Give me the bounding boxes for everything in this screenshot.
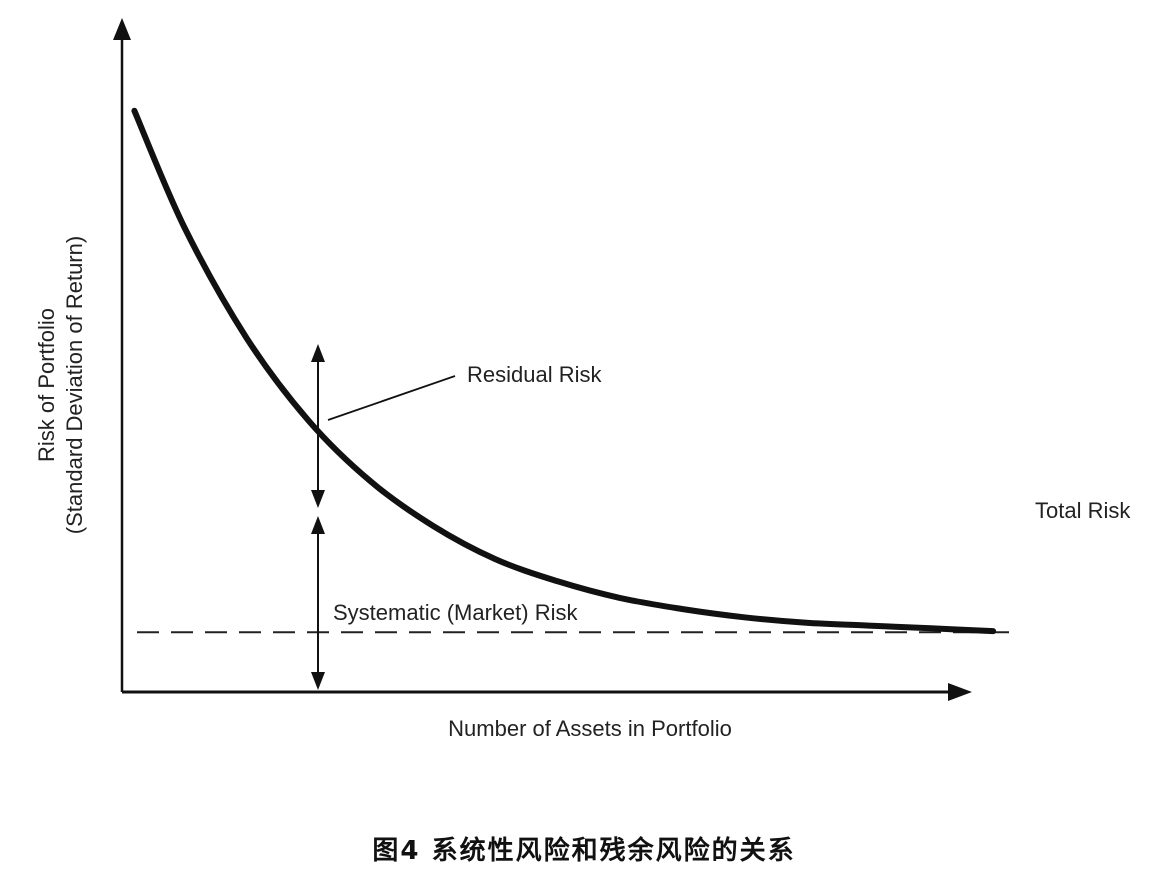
total-risk-curve <box>131 107 997 635</box>
systematic-risk-arrow <box>311 516 325 690</box>
risk-chart: Risk of Portfolio (Standard Deviation of… <box>34 18 1131 741</box>
y-axis-label-line2: (Standard Deviation of Return) <box>62 236 87 534</box>
y-axis-arrowhead <box>113 18 131 40</box>
y-axis-label-line1: Risk of Portfolio <box>34 308 59 462</box>
total-risk-label: Total Risk <box>1035 498 1131 523</box>
x-axis-arrowhead <box>948 683 972 701</box>
x-axis-label: Number of Assets in Portfolio <box>448 716 732 741</box>
figure-caption: 图4 系统性风险和残余风险的关系 <box>372 836 796 866</box>
systematic-risk-label: Systematic (Market) Risk <box>333 600 578 625</box>
residual-risk-leader <box>327 375 456 421</box>
residual-risk-arrow <box>311 344 325 508</box>
residual-risk-label: Residual Risk <box>467 362 602 387</box>
y-axis-label: Risk of Portfolio (Standard Deviation of… <box>34 236 87 534</box>
